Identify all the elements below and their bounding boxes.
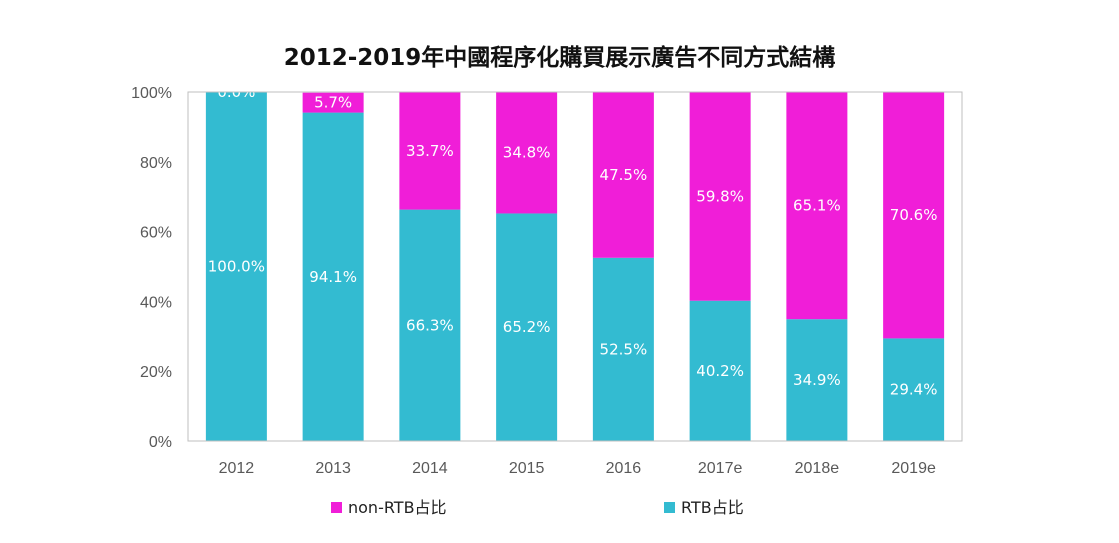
y-tick-label-20: 20%: [140, 364, 172, 381]
x-tick-label-2014: 2014: [412, 460, 448, 477]
data-label-non-rtb-2014: 33.7%: [406, 142, 454, 160]
plot-area-frame: [187, 91, 963, 442]
x-tick-label-2013: 2013: [315, 460, 351, 477]
bars-layer: [205, 92, 945, 441]
legend: non-RTB占比 RTB占比: [331, 498, 744, 517]
data-label-rtb-2017e: 40.2%: [696, 362, 744, 380]
bar-rtb-2014: [399, 209, 461, 441]
x-tick-label-2019e: 2019e: [891, 460, 936, 477]
data-label-rtb-2015: 65.2%: [503, 318, 551, 336]
bar-rtb-2017e: [689, 300, 751, 441]
x-tick-label-2016: 2016: [606, 460, 642, 477]
data-label-rtb-2012: 100.0%: [208, 258, 265, 276]
y-tick-label-40: 40%: [140, 294, 172, 311]
data-labels-layer: 100.0%0.0%94.1%5.7%66.3%33.7%65.2%34.8%5…: [208, 83, 938, 399]
bar-non-rtb-2018e: [786, 92, 848, 320]
bar-rtb-2015: [496, 213, 558, 441]
bar-rtb-2018e: [786, 319, 848, 441]
bar-rtb-2016: [592, 257, 654, 441]
x-axis: 2012 2013 2014 2015 2016 2017e 2018e 2019e: [219, 460, 936, 477]
x-tick-label-2015: 2015: [509, 460, 545, 477]
bar-non-rtb-2015: [496, 92, 558, 214]
x-tick-label-2012: 2012: [219, 460, 255, 477]
x-tick-label-2018e: 2018e: [795, 460, 840, 477]
data-label-rtb-2016: 52.5%: [600, 340, 648, 358]
bar-non-rtb-2013: [302, 92, 364, 113]
data-label-non-rtb-2018e: 65.1%: [793, 197, 841, 215]
bar-non-rtb-2014: [399, 92, 461, 210]
y-tick-label-80: 80%: [140, 155, 172, 172]
data-label-rtb-2018e: 34.9%: [793, 371, 841, 389]
data-label-non-rtb-2015: 34.8%: [503, 144, 551, 162]
bar-rtb-2012: [205, 92, 267, 441]
y-tick-label-60: 60%: [140, 225, 172, 242]
y-axis: 0% 20% 40% 60% 80% 100%: [131, 85, 172, 451]
data-label-rtb-2019e: 29.4%: [890, 381, 938, 399]
data-label-non-rtb-2019e: 70.6%: [890, 206, 938, 224]
data-label-non-rtb-2017e: 59.8%: [696, 187, 744, 205]
x-tick-label-2017e: 2017e: [698, 460, 743, 477]
legend-swatch-non-rtb: [331, 502, 342, 513]
legend-label-rtb: RTB占比: [681, 498, 744, 517]
bar-non-rtb-2019e: [883, 92, 945, 339]
legend-label-non-rtb: non-RTB占比: [348, 498, 447, 517]
data-label-rtb-2014: 66.3%: [406, 316, 454, 334]
y-tick-label-100: 100%: [131, 85, 172, 102]
bar-non-rtb-2016: [592, 92, 654, 258]
data-label-non-rtb-2016: 47.5%: [600, 166, 648, 184]
chart-title: 2012-2019年中國程序化購買展示廣告不同方式結構: [283, 45, 836, 71]
bar-rtb-2019e: [883, 338, 945, 441]
bar-non-rtb-2017e: [689, 92, 751, 301]
data-label-rtb-2013: 94.1%: [309, 268, 357, 286]
bar-rtb-2013: [302, 112, 364, 441]
legend-swatch-rtb: [664, 502, 675, 513]
data-label-non-rtb-2013: 5.7%: [314, 94, 352, 112]
y-tick-label-0: 0%: [149, 434, 172, 451]
